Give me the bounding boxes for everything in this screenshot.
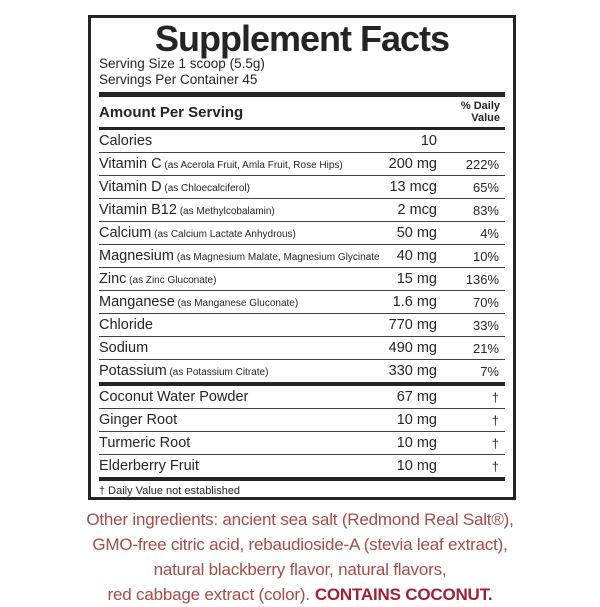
nutrient-name: Zinc (as Zinc Gluconate) <box>99 271 217 287</box>
daily-value-footnote: † Daily Value not established <box>99 485 241 497</box>
nutrient-amount: 50 mg <box>396 225 437 241</box>
nutrient-name: Ginger Root <box>99 412 178 428</box>
nutrient-amount: 40 mg <box>396 248 437 264</box>
nutrient-amount: 15 mg <box>396 271 437 287</box>
nutrient-detail: (as Methylcobalamin) <box>176 206 275 217</box>
nutrient-name: Calories <box>99 133 153 149</box>
table-row: Magnesium (as Magnesium Malate, Magnesiu… <box>99 244 505 267</box>
ingredients-line-4: red cabbage extract (color). CONTAINS COC… <box>0 582 600 607</box>
nutrient-daily-value: 136% <box>465 271 499 287</box>
serving-size: Serving Size 1 scoop (5.5g) <box>99 56 265 71</box>
nutrient-name: Elderberry Fruit <box>99 458 199 474</box>
nutrient-amount: 10 mg <box>396 435 437 451</box>
nutrient-daily-value: † <box>491 412 499 428</box>
nutrient-daily-value: 21% <box>472 340 499 356</box>
table-row: Vitamin D (as Chloecalciferol) 13 mcg 65% <box>99 175 505 198</box>
nutrient-amount: 490 mg <box>388 340 437 356</box>
nutrient-amount: 330 mg <box>388 363 437 379</box>
table-row: Elderberry Fruit 10 mg † <box>99 454 505 477</box>
nutrient-daily-value: 222% <box>465 156 499 172</box>
nutrient-daily-value: 83% <box>472 202 499 218</box>
servings-per-container: Servings Per Container 45 <box>99 72 258 87</box>
nutrient-amount: 1.6 mg <box>392 294 437 310</box>
table-row: Vitamin B12 (as Methylcobalamin) 2 mcg 83% <box>99 198 505 221</box>
nutrient-daily-value: † <box>491 389 499 405</box>
ingredients-line-1: Other ingredients: ancient sea salt (Red… <box>86 510 514 529</box>
divider-thick-top <box>99 92 505 97</box>
nutrient-rows-main: Calories 10 Vitamin C (as Acerola Fruit, A… <box>99 130 505 382</box>
table-row: Manganese (as Manganese Gluconate) 1.6 mg… <box>99 290 505 313</box>
nutrient-daily-value: 7% <box>480 363 499 379</box>
nutrient-name: Calcium (as Calcium Lactate Anhydrous) <box>99 225 296 241</box>
daily-value-header: % Daily Value <box>461 100 505 124</box>
divider-medium-header <box>99 127 505 130</box>
table-row: Coconut Water Powder 67 mg † <box>99 386 505 408</box>
nutrient-rows-botanicals: Coconut Water Powder 67 mg † Ginger Root 10 … <box>99 386 505 477</box>
nutrient-amount: 770 mg <box>388 317 437 333</box>
other-ingredients: Other ingredients: ancient sea salt (Red… <box>0 507 600 607</box>
table-row: Zinc (as Zinc Gluconate) 15 mg 136% <box>99 267 505 290</box>
nutrient-detail: (as Zinc Gluconate) <box>126 275 217 286</box>
nutrient-detail: (as Calcium Lactate Anhydrous) <box>151 229 296 240</box>
nutrient-name: Vitamin C (as Acerola Fruit, Amla Fruit,… <box>99 156 343 172</box>
nutrient-daily-value: † <box>491 458 499 474</box>
nutrient-amount: 2 mcg <box>397 202 438 218</box>
table-row: Chloride 770 mg 33% <box>99 313 505 336</box>
nutrient-amount: 10 mg <box>396 412 437 428</box>
nutrient-detail: (as Magnesium Malate, Magnesium Glycinat… <box>173 252 379 263</box>
nutrient-name: Potassium (as Potassium Citrate) <box>99 363 269 379</box>
table-row: Ginger Root 10 mg † <box>99 408 505 431</box>
nutrient-detail: (as Manganese Gluconate) <box>174 298 299 309</box>
table-row: Sodium 490 mg 21% <box>99 336 505 359</box>
nutrient-amount: 13 mcg <box>389 179 437 195</box>
nutrient-detail: (as Potassium Citrate) <box>166 367 269 378</box>
table-row: Calcium (as Calcium Lactate Anhydrous) 50… <box>99 221 505 244</box>
ingredients-line-2: GMO-free citric acid, rebaudioside-A (st… <box>92 535 508 554</box>
table-row: Vitamin C (as Acerola Fruit, Amla Fruit,… <box>99 152 505 175</box>
nutrient-daily-value: 33% <box>472 317 499 333</box>
divider-thick-bottom <box>99 477 505 481</box>
supplement-facts-panel: Supplement Facts Serving Size 1 scoop (5… <box>88 15 516 500</box>
nutrient-name: Turmeric Root <box>99 435 191 451</box>
nutrient-amount: 67 mg <box>396 389 437 405</box>
nutrient-daily-value: 4% <box>480 225 499 241</box>
nutrient-name: Vitamin B12 (as Methylcobalamin) <box>99 202 275 218</box>
nutrient-name: Vitamin D (as Chloecalciferol) <box>99 179 250 195</box>
nutrient-detail: (as Chloecalciferol) <box>161 183 250 194</box>
nutrient-name: Magnesium (as Magnesium Malate, Magnesiu… <box>99 248 379 264</box>
nutrient-daily-value: 70% <box>472 294 499 310</box>
ingredients-line-4-text: red cabbage extract (color). <box>107 585 310 604</box>
daily-value-header-line1: % Daily <box>460 100 500 112</box>
panel-title: Supplement Facts <box>154 18 450 59</box>
table-row: Calories 10 <box>99 130 505 152</box>
table-header: Amount Per Serving % Daily Value <box>99 97 505 127</box>
table-row: Turmeric Root 10 mg † <box>99 431 505 454</box>
allergen-warning: CONTAINS COCONUT. <box>314 585 493 604</box>
amount-per-serving-header: Amount Per Serving <box>99 103 244 121</box>
nutrient-daily-value: 10% <box>472 248 499 264</box>
nutrient-amount: 10 mg <box>396 458 437 474</box>
nutrient-amount: 10 <box>420 133 437 149</box>
daily-value-header-line2: Value <box>471 112 500 124</box>
nutrient-daily-value: † <box>491 435 499 451</box>
nutrient-detail: (as Acerola Fruit, Amla Fruit, Rose Hips… <box>161 160 343 171</box>
nutrient-name: Chloride <box>99 317 153 333</box>
nutrient-name: Manganese (as Manganese Gluconate) <box>99 294 299 310</box>
nutrient-daily-value: 65% <box>472 179 499 195</box>
divider-thick-middle <box>99 382 505 386</box>
table-row: Potassium (as Potassium Citrate) 330 mg 7% <box>99 359 505 382</box>
nutrient-name: Sodium <box>99 340 149 356</box>
nutrient-name: Coconut Water Powder <box>99 389 249 405</box>
nutrient-amount: 200 mg <box>388 156 437 172</box>
ingredients-line-3: natural blackberry flavor, natural flavo… <box>153 560 447 579</box>
